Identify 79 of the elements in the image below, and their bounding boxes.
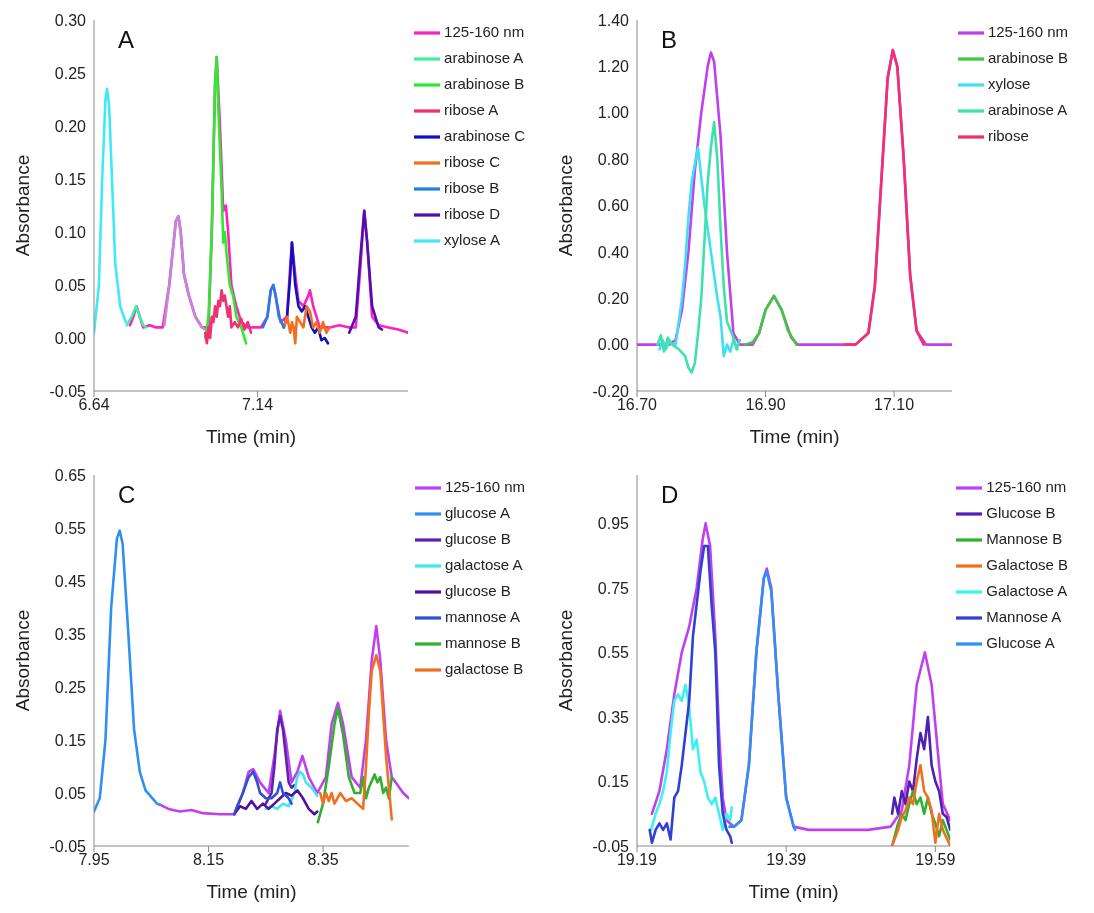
legend-label: ribose B	[444, 178, 500, 196]
legend-label: arabinose B	[444, 74, 525, 92]
x-axis-title: Time (min)	[206, 881, 297, 902]
x-tick-label: 16.90	[745, 396, 786, 414]
y-tick-label: 0.00	[597, 336, 630, 354]
legend-label: galactose B	[444, 659, 524, 677]
legend-label: Mannose B	[986, 529, 1063, 547]
legend-label: xylose A	[444, 230, 500, 248]
y-tick-label: 0.40	[597, 243, 630, 261]
x-tick-label: 19.59	[915, 851, 956, 869]
y-tick-label: 0.55	[597, 644, 630, 662]
y-tick-label: 0.45	[54, 572, 87, 590]
chart-title: D	[661, 481, 679, 509]
y-tick-label: 0.55	[54, 519, 87, 537]
legend-label: arabinose A	[444, 48, 524, 66]
x-tick-label: 7.14	[242, 396, 274, 414]
legend-label: ribose	[987, 126, 1029, 144]
legend-label: 125-160 nm	[444, 22, 525, 40]
legend-label: glucose A	[444, 503, 510, 521]
x-tick-label: 8.15	[192, 851, 225, 869]
x-tick-label: 19.19	[616, 851, 658, 869]
legend-label: Galactose B	[986, 555, 1068, 573]
legend-label: arabinose B	[987, 48, 1068, 66]
y-tick-label: 0.15	[54, 731, 87, 749]
y-tick-label: 0.25	[54, 64, 87, 82]
legend-label: arabinose C	[444, 126, 525, 144]
chart-title: A	[118, 26, 135, 54]
legend-label: Glucose B	[986, 503, 1056, 521]
legend-label: ribose C	[444, 152, 500, 170]
x-tick-label: 7.95	[78, 851, 110, 869]
legend-label: Glucose A	[986, 633, 1055, 651]
legend-label: Mannose A	[986, 607, 1062, 625]
x-tick-label: 6.64	[78, 396, 110, 414]
x-axis-title: Time (min)	[206, 426, 297, 447]
legend-label: arabinose A	[987, 100, 1068, 118]
legend-label: ribose A	[444, 100, 499, 118]
chart-title: C	[118, 481, 136, 509]
legend-label: glucose B	[444, 529, 511, 547]
y-tick-label: 1.00	[597, 104, 630, 122]
y-tick-label: 0.35	[54, 625, 87, 643]
legend-label: mannose B	[444, 633, 521, 651]
legend-label: mannose A	[444, 607, 520, 625]
legend-label: xylose	[987, 74, 1031, 92]
y-axis-title: Absorbance	[11, 609, 33, 712]
x-axis-title: Time (min)	[748, 881, 839, 902]
legend-label: Galactose A	[986, 581, 1068, 599]
chart-title: B	[661, 26, 678, 54]
y-axis-title: Absorbance	[554, 154, 576, 257]
y-tick-label: 0.75	[597, 579, 630, 597]
legend-label: 125-160 nm	[987, 22, 1068, 40]
y-tick-label: 0.00	[54, 329, 87, 347]
y-tick-label: 0.35	[597, 708, 630, 726]
legend-label: galactose A	[444, 555, 523, 573]
y-tick-label: 0.20	[54, 117, 87, 135]
y-tick-label: 0.15	[54, 170, 87, 188]
y-tick-label: 0.25	[54, 678, 87, 696]
y-tick-label: 0.60	[597, 197, 630, 215]
y-tick-label: 0.15	[597, 773, 630, 791]
y-tick-label: 0.80	[597, 150, 630, 168]
x-tick-label: 8.35	[307, 851, 339, 869]
y-tick-label: 0.30	[54, 11, 87, 29]
x-tick-label: 16.70	[616, 396, 658, 414]
y-tick-label: 1.40	[597, 11, 630, 29]
legend-label: 125-160 nm	[986, 477, 1067, 495]
y-tick-label: 0.20	[597, 289, 630, 307]
x-tick-label: 17.10	[874, 396, 915, 414]
y-axis-title: Absorbance	[554, 609, 576, 712]
x-axis-title: Time (min)	[749, 426, 840, 447]
y-tick-label: 0.05	[54, 276, 87, 294]
y-tick-label: 0.10	[54, 223, 87, 241]
x-tick-label: 19.39	[766, 851, 807, 869]
legend-label: 125-160 nm	[444, 477, 525, 495]
legend-label: glucose B	[444, 581, 511, 599]
y-axis-title: Absorbance	[11, 154, 33, 257]
legend-label: ribose D	[444, 204, 500, 222]
y-tick-label: 1.20	[597, 58, 630, 76]
y-tick-label: 0.95	[597, 515, 630, 533]
y-tick-label: 0.65	[54, 466, 87, 484]
y-tick-label: 0.05	[54, 784, 87, 802]
